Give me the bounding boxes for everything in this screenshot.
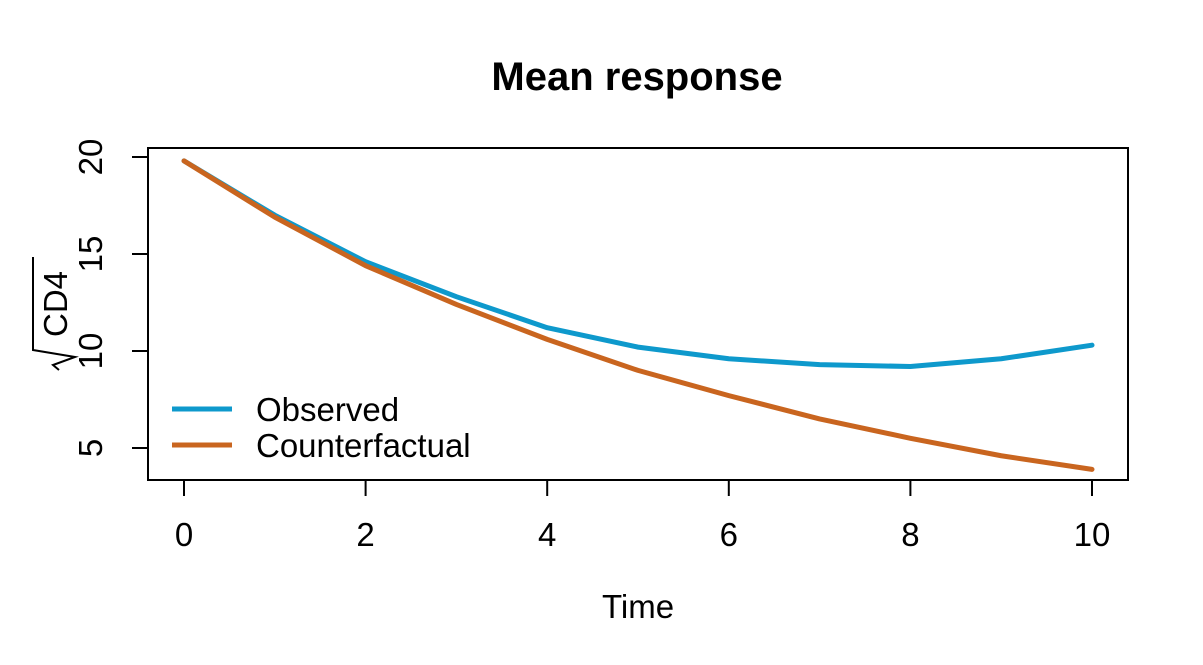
x-tick-label: 2 — [356, 516, 374, 553]
series-line-observed — [181, 158, 1095, 370]
x-axis: 0 2 4 6 8 10 — [175, 479, 1111, 553]
x-tick-label: 8 — [901, 516, 919, 553]
x-tick-label: 0 — [175, 516, 193, 553]
sqrt-symbol-icon — [32, 257, 79, 371]
y-axis-label-text: CD4 — [37, 271, 74, 337]
x-tick-label: 4 — [538, 516, 556, 553]
y-tick-label: 15 — [72, 236, 109, 273]
legend-label: Observed — [256, 391, 399, 428]
x-tick-label: 10 — [1074, 516, 1111, 553]
y-tick-label: 10 — [72, 333, 109, 370]
y-tick-label: 5 — [72, 439, 109, 457]
series-line-counterfactual — [181, 158, 1095, 472]
y-tick-label: 20 — [72, 139, 109, 176]
x-tick-label: 6 — [720, 516, 738, 553]
y-axis-label: CD4 — [32, 257, 79, 371]
series-layer — [181, 158, 1095, 472]
x-axis-label: Time — [602, 588, 674, 625]
legend-label: Counterfactual — [256, 427, 471, 464]
y-axis: 5 10 15 20 — [72, 139, 149, 457]
chart-title: Mean response — [491, 55, 782, 99]
